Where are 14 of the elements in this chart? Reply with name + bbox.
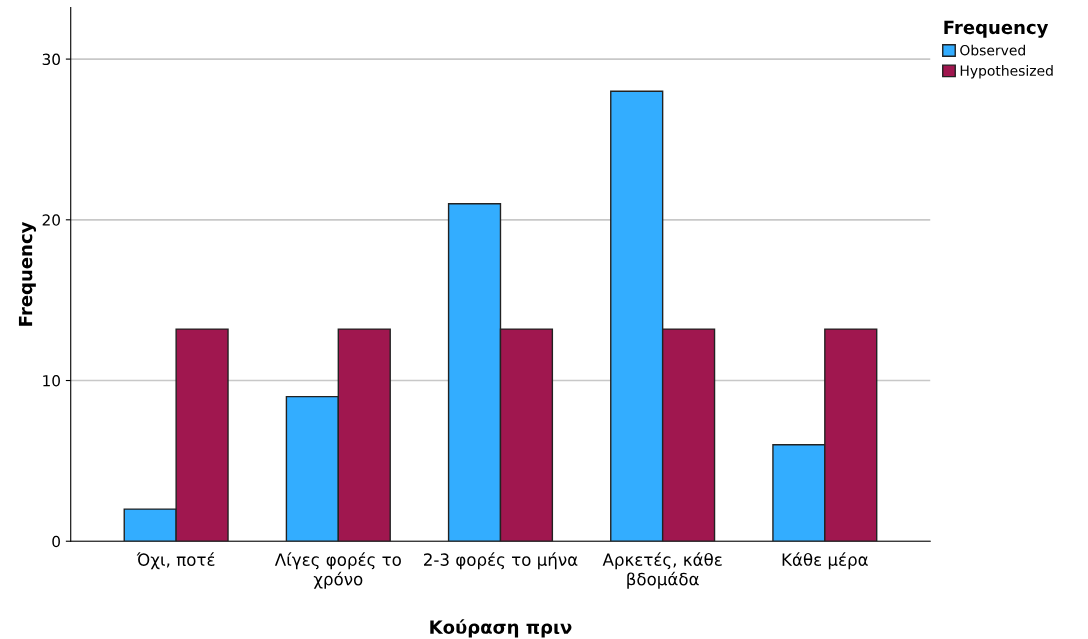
x-tick-label: Κάθε μέρα — [782, 552, 868, 570]
y-tick-label: 30 — [42, 53, 60, 66]
x-tick-label: 2-3 φορές το μήνα — [424, 552, 578, 570]
x-tick-label: Αρκετές, κάθε βδομάδα — [602, 552, 722, 589]
y-tick-label: 20 — [42, 214, 60, 226]
x-axis-title: Κούραση πριν — [430, 619, 572, 638]
legend-label: Hypothesized — [960, 65, 1053, 79]
legend-title: Frequency — [944, 20, 1049, 38]
legend-label: Observed — [960, 44, 1025, 56]
y-tick-label: 0 — [52, 535, 60, 548]
y-axis-title: Frequency — [18, 221, 36, 326]
y-tick-label: 10 — [43, 374, 60, 387]
x-tick-label: Όχι, ποτέ — [136, 552, 215, 570]
x-tick-label: Λίγες φορές το χρόνο — [274, 552, 401, 589]
